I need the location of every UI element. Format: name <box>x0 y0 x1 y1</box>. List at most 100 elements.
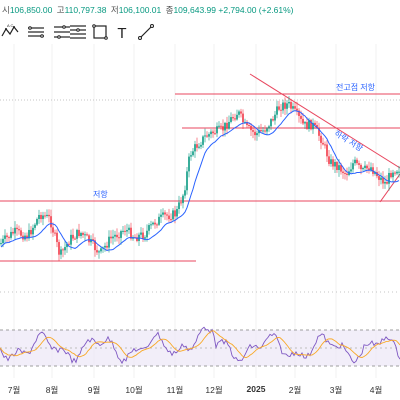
candle-body <box>286 103 288 109</box>
candle-body <box>148 225 150 231</box>
candle-body <box>36 219 38 225</box>
rectangle-tool-icon[interactable] <box>90 22 110 42</box>
candle-body <box>72 234 74 239</box>
candle-body <box>98 251 100 253</box>
candle-body <box>8 237 10 239</box>
candle-body <box>14 227 16 234</box>
candle-body <box>204 135 206 137</box>
candle-body <box>124 230 126 232</box>
candle-body <box>316 124 318 128</box>
candle-body <box>284 102 286 109</box>
candle-body <box>336 161 338 170</box>
candle-body <box>82 232 84 235</box>
candle-body <box>258 130 260 134</box>
candle-body <box>216 126 218 134</box>
candle-body <box>178 202 180 210</box>
price-chart[interactable]: 전고점 저항 하락 저항 저항 <box>0 44 400 386</box>
candle-body <box>294 106 296 109</box>
x-tick-label: 8월 <box>45 385 59 395</box>
trendline-tool-icon[interactable] <box>136 22 156 42</box>
candle-body <box>330 159 332 164</box>
parallel-channel-tool-icon[interactable] <box>26 22 46 42</box>
candle-body <box>296 108 298 111</box>
pitchfork-tool-icon[interactable] <box>68 22 88 42</box>
candle-body <box>374 172 376 174</box>
candle-body <box>64 247 66 251</box>
candle-body <box>84 234 86 236</box>
candle-body <box>108 236 110 248</box>
open-label: 시 <box>2 5 10 15</box>
candle-body <box>196 144 198 148</box>
candle-body <box>202 136 204 145</box>
candle-body <box>162 212 164 215</box>
candle-body <box>306 122 308 129</box>
candle-body <box>222 126 224 131</box>
candle-body <box>184 190 186 196</box>
candle-body <box>96 250 98 253</box>
candle-body <box>378 176 380 180</box>
candle-body <box>290 101 292 109</box>
uptrend-line[interactable] <box>379 173 400 203</box>
candle-body <box>56 232 58 243</box>
candle-body <box>70 234 72 245</box>
candle-body <box>16 227 18 230</box>
candle-body <box>58 242 60 255</box>
candle-body <box>92 239 94 241</box>
candle-body <box>340 165 342 172</box>
text-tool-icon[interactable]: T <box>112 22 132 42</box>
candle-body <box>304 122 306 124</box>
candle-body <box>164 212 166 215</box>
candle-body <box>154 222 156 225</box>
candle-body <box>168 215 170 220</box>
candle-body <box>256 133 258 136</box>
svg-text:T: T <box>117 25 126 42</box>
ohlc-header: 시106,850.00 고110,797.38 저106,100.01 종109… <box>0 0 400 20</box>
candle-body <box>160 214 162 217</box>
candle-body <box>182 195 184 204</box>
candle-body <box>74 238 76 240</box>
candle-body <box>88 235 90 243</box>
x-tick-label: 3월 <box>329 385 343 395</box>
candle-body <box>246 121 248 126</box>
candle-body <box>80 232 82 237</box>
candle-body <box>170 219 172 221</box>
x-tick-label: 11월 <box>166 385 184 395</box>
candle-body <box>10 231 12 238</box>
candle-body <box>338 165 340 170</box>
candle-body <box>270 119 272 127</box>
candle-body <box>142 232 144 239</box>
candle-body <box>366 165 368 169</box>
candle-body <box>206 135 208 137</box>
candle-body <box>192 151 194 156</box>
candle-body <box>146 230 148 238</box>
candle-body <box>240 111 242 114</box>
x-axis: 7월 8월 9월 10월 11월 12월 2025 2월 3월 4월 <box>0 378 400 400</box>
candle-body <box>322 142 324 145</box>
candle-body <box>282 102 284 111</box>
candle-body <box>262 130 264 132</box>
candle-body <box>94 240 96 251</box>
candle-body <box>112 236 114 239</box>
x-tick-label: 12월 <box>205 385 223 395</box>
candle-body <box>288 101 290 104</box>
x-tick-label: 10월 <box>125 385 143 395</box>
candle-body <box>62 249 64 251</box>
candle-body <box>318 127 320 136</box>
candle-body <box>250 125 252 131</box>
candle-body <box>324 144 326 146</box>
candle-body <box>20 230 22 236</box>
candle-body <box>244 121 246 123</box>
fib-retracement-tool-icon[interactable] <box>52 22 72 42</box>
downtrend-line[interactable] <box>249 73 400 169</box>
candle-body <box>42 215 44 220</box>
candle-body <box>276 106 278 115</box>
rsi-ma-line <box>0 330 400 359</box>
candle-body <box>28 229 30 239</box>
candle-body <box>264 130 266 132</box>
candle-body <box>314 122 316 125</box>
elliott-wave-tool-icon[interactable]: A C <box>0 22 20 42</box>
candle-body <box>0 243 2 245</box>
candle-body <box>52 227 54 233</box>
candle-body <box>144 237 146 239</box>
candle-body <box>390 172 392 178</box>
